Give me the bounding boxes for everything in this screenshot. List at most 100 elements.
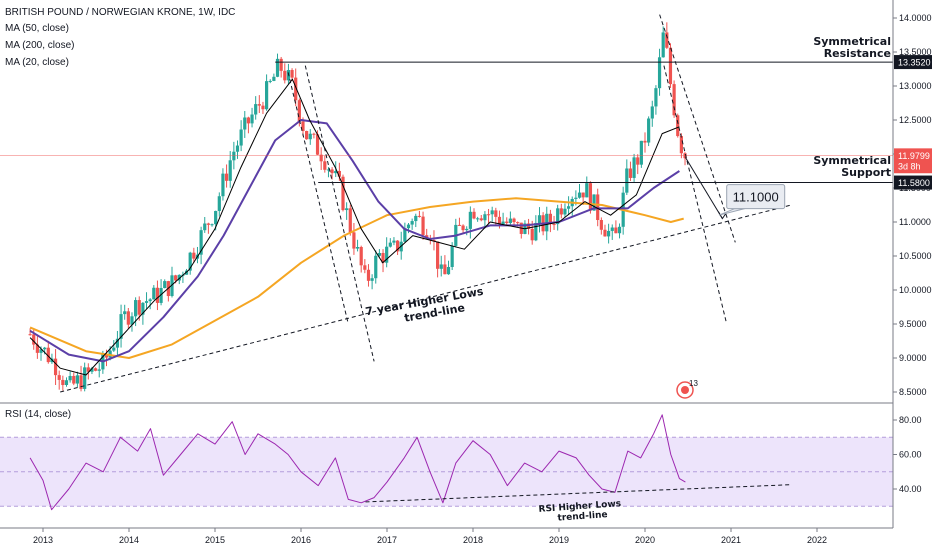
candle-body (530, 228, 534, 241)
candle-body (334, 170, 338, 174)
chart-title: BRITISH POUND / NORWEGIAN KRONE, 1W, IDC (5, 7, 236, 18)
rsi-tick-label: 40.00 (899, 484, 922, 494)
projection-arrow (684, 157, 723, 219)
candle-body (355, 247, 360, 249)
rsi-trendline (365, 484, 792, 503)
candle-body (308, 133, 312, 140)
candle-body (46, 347, 50, 363)
price-tick-label: 12.5000 (899, 115, 932, 125)
price-tick-label: 13.0000 (899, 81, 932, 91)
ma20-line (29, 78, 680, 376)
support-label-line1: Symmetrical (813, 154, 891, 167)
candle-body (548, 213, 552, 225)
legend-ma200: MA (200, close) (5, 40, 75, 51)
candle-body (224, 173, 229, 181)
candle-body (93, 368, 98, 371)
rsi-trendline-label-line2: trend-line (557, 510, 608, 523)
candle-body (628, 168, 633, 178)
price-tick-label: 13.5000 (899, 47, 932, 57)
candle-body (115, 338, 120, 348)
time-tick-label: 2022 (807, 535, 827, 545)
rsi-tick-label: 60.00 (899, 450, 922, 460)
candle-body (192, 252, 196, 259)
candle-body (283, 70, 287, 81)
price-tick-label: 11.0000 (899, 217, 931, 227)
candle-body (556, 208, 560, 225)
resistance-label-line2: Resistance (824, 47, 891, 60)
candle-body (534, 222, 538, 241)
candle-body (214, 210, 218, 225)
candle-body (301, 121, 305, 131)
candle-body (574, 197, 578, 199)
candle-body (83, 367, 87, 389)
candle-body (370, 278, 374, 281)
candle-body (97, 369, 101, 371)
candle-body (497, 216, 502, 225)
candle-body (512, 218, 516, 223)
candle-body (599, 220, 603, 230)
price-tick-label: 10.0000 (899, 285, 932, 295)
candle-body (577, 192, 582, 198)
candle-body (326, 169, 331, 171)
candle-body (403, 228, 407, 242)
candle-body (650, 106, 654, 119)
candle-body (199, 230, 203, 255)
channel-2020-upper (659, 14, 736, 243)
candle-body (603, 229, 607, 237)
candle-body (90, 368, 94, 372)
candle-body (581, 192, 585, 198)
candle-body (443, 264, 447, 275)
rsi-tick-label: 80.00 (899, 415, 922, 425)
price-tick-label: 14.0000 (899, 13, 932, 23)
candle-body (141, 302, 145, 315)
candle-body (28, 334, 32, 336)
candle-body (290, 70, 294, 78)
candle-body (104, 354, 109, 358)
candle-body (410, 221, 414, 225)
candle-body (654, 88, 658, 107)
candle-body (148, 299, 152, 302)
candle-body (552, 224, 556, 226)
price-axis-label-bg (894, 175, 932, 190)
candle-body (246, 117, 251, 124)
support-label-line2: Support (841, 166, 891, 179)
candle-body (395, 240, 400, 252)
candle-body (221, 173, 225, 197)
candle-body (421, 216, 425, 236)
candle-body (312, 133, 316, 135)
candle-body (294, 77, 298, 101)
candle-body (275, 58, 280, 77)
candle-body (366, 269, 371, 281)
projection-arrow-head (717, 211, 727, 220)
candle-body (643, 140, 647, 143)
event-marker-count: 13 (689, 379, 698, 388)
candle-body (450, 245, 454, 267)
candle-body (254, 104, 258, 115)
price-pane: 11.1000SymmetricalResistanceSymmetricalS… (0, 6, 893, 402)
candle-body (152, 287, 156, 300)
candle-body (232, 151, 236, 161)
resistance-label-line1: Symmetrical (813, 35, 891, 48)
candle-body (359, 247, 363, 266)
candle-body (272, 76, 276, 81)
price-tick-label: 9.0000 (899, 353, 927, 363)
candle-body (461, 225, 465, 231)
candle-body (363, 265, 367, 270)
candle-body (112, 347, 116, 351)
candle-body (144, 301, 149, 303)
channel-2020-lower (663, 65, 728, 325)
candle-body (486, 214, 491, 216)
candle-body (206, 223, 210, 225)
candle-body (228, 160, 232, 181)
candle-body (614, 227, 618, 234)
candle-body (243, 117, 247, 130)
candle-body (446, 266, 451, 275)
candle-body (319, 154, 323, 162)
candle-body (607, 230, 611, 237)
candle-body (592, 194, 596, 211)
candle-body (647, 118, 651, 143)
price-axis-label-bg (894, 159, 932, 174)
